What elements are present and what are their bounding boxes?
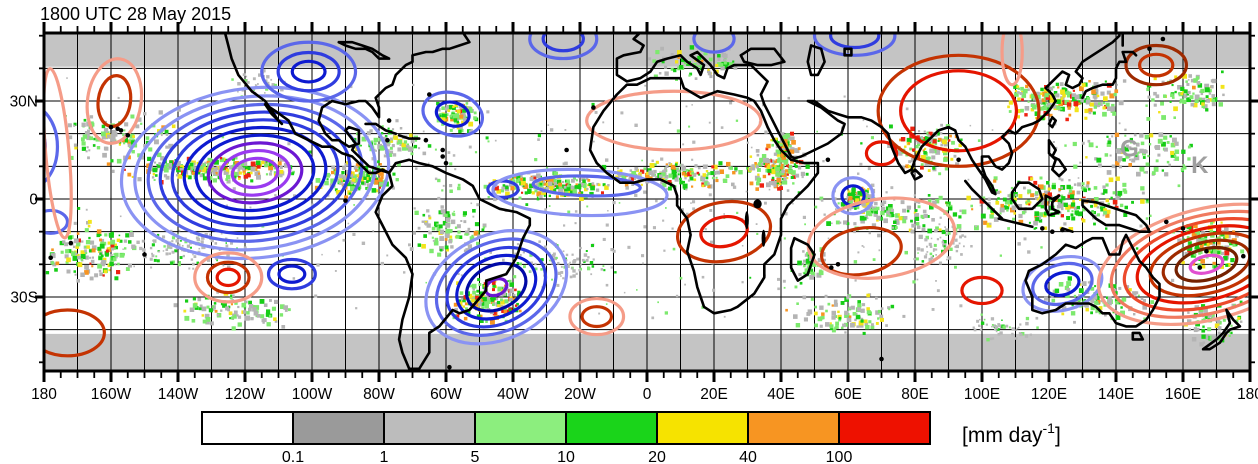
svg-text:80E: 80E: [901, 386, 929, 403]
map-frame-and-ticks: [35, 22, 1258, 382]
svg-text:30N: 30N: [10, 94, 38, 111]
longitude-tick-labels: 180 160W 140W 120W 100W 80W 60W 40W 20W 0 20E 40E 60…: [31, 386, 1258, 403]
svg-text:120E: 120E: [1031, 386, 1067, 403]
svg-text:5: 5: [471, 449, 480, 464]
svg-text:80W: 80W: [363, 386, 395, 403]
svg-text:G: G: [1120, 136, 1139, 163]
svg-text:0: 0: [29, 192, 38, 209]
colorbar-units-label: [mm day-1]: [962, 420, 1061, 447]
svg-text:180: 180: [1237, 386, 1258, 403]
svg-text:100E: 100E: [964, 386, 1000, 403]
svg-text:60E: 60E: [834, 386, 862, 403]
latitude-tick-labels: 30N 0 30S: [10, 94, 39, 307]
svg-text:60W: 60W: [430, 386, 462, 403]
coastlines: [48, 33, 1246, 371]
svg-text:140E: 140E: [1098, 386, 1134, 403]
svg-text:40E: 40E: [767, 386, 795, 403]
grid-lines: [44, 33, 1250, 371]
svg-text:180: 180: [31, 386, 57, 403]
colorbar-scale: 0.1 1 5 10 20 40 100: [201, 411, 931, 464]
svg-text:160E: 160E: [1165, 386, 1201, 403]
svg-text:100: 100: [826, 449, 853, 464]
svg-text:30S: 30S: [10, 289, 38, 306]
anomaly-contours: [44, 33, 1250, 358]
svg-text:0: 0: [643, 386, 652, 403]
figure-title: 1800 UTC 28 May 2015: [40, 4, 231, 24]
satellite-letter-labels: GK: [1120, 136, 1209, 179]
svg-text:140W: 140W: [158, 386, 199, 403]
svg-text:20: 20: [648, 449, 666, 464]
svg-text:K: K: [1191, 152, 1209, 179]
svg-text:100W: 100W: [292, 386, 333, 403]
svg-text:40W: 40W: [497, 386, 529, 403]
svg-text:0.1: 0.1: [282, 449, 304, 464]
svg-text:20E: 20E: [700, 386, 728, 403]
svg-text:160W: 160W: [91, 386, 132, 403]
svg-text:1: 1: [380, 449, 389, 464]
svg-text:120W: 120W: [225, 386, 266, 403]
svg-text:20W: 20W: [564, 386, 596, 403]
svg-text:40: 40: [739, 449, 757, 464]
svg-text:10: 10: [557, 449, 575, 464]
